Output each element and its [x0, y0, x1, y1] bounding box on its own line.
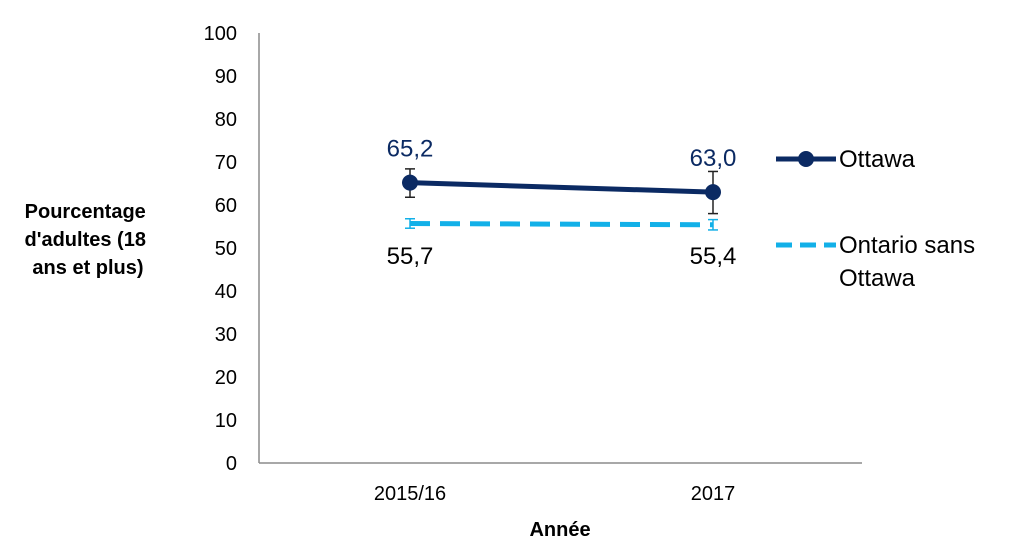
- ottawa-series-line: [409, 180, 714, 195]
- y-tick-label: 50: [215, 238, 237, 260]
- legend-label-ontario-line-1: Ontario sans: [839, 232, 975, 259]
- data-labels: 55,7 55,4 65,2 63,0: [387, 136, 737, 270]
- legend-item-ontario: Ontario sans Ottawa: [776, 232, 975, 292]
- y-tick-label: 40: [215, 281, 237, 303]
- x-tick-label: 2015/16: [374, 483, 446, 505]
- y-tick-label: 100: [204, 23, 237, 45]
- ottawa-data-label: 63,0: [690, 145, 737, 172]
- y-tick-label: 90: [215, 66, 237, 88]
- y-tick-label: 70: [215, 152, 237, 174]
- y-tick-label: 10: [215, 410, 237, 432]
- legend-marker-ottawa: [798, 151, 814, 167]
- y-tick-labels: 0 10 20 30 40 50 60 70 80 90 100: [204, 23, 237, 475]
- legend-label-ottawa: Ottawa: [839, 146, 916, 173]
- series-layer: [402, 168, 721, 231]
- y-axis-title-line-3: ans et plus): [32, 257, 143, 279]
- y-axis-title: Pourcentage d'adultes (18 ans et plus): [24, 201, 151, 279]
- legend-item-ottawa: Ottawa: [776, 146, 916, 173]
- ottawa-data-label: 65,2: [387, 136, 434, 163]
- ontario-error-bar: [405, 218, 415, 229]
- y-tick-label: 60: [215, 195, 237, 217]
- ontario-data-label: 55,7: [387, 243, 434, 270]
- y-axis-title-line-1: Pourcentage: [25, 201, 146, 223]
- axes: [258, 33, 862, 464]
- legend-label-ontario-line-2: Ottawa: [839, 265, 916, 292]
- legend-label-ontario: Ontario sans Ottawa: [839, 232, 975, 292]
- x-tick-labels: 2015/16 2017: [374, 483, 735, 505]
- x-tick-label: 2017: [691, 483, 736, 505]
- y-tick-label: 80: [215, 109, 237, 131]
- y-axis-title-line-2: d'adultes (18: [24, 229, 145, 251]
- ontario-series-line: [409, 220, 714, 228]
- legend: Ottawa Ontario sans Ottawa: [776, 146, 975, 292]
- ottawa-data-point: [402, 174, 418, 191]
- y-tick-label: 20: [215, 367, 237, 389]
- ontario-data-label: 55,4: [690, 243, 737, 270]
- x-axis-title: Année: [529, 519, 590, 541]
- ottawa-data-point: [705, 184, 721, 201]
- y-tick-label: 30: [215, 324, 237, 346]
- y-tick-label: 0: [226, 453, 237, 475]
